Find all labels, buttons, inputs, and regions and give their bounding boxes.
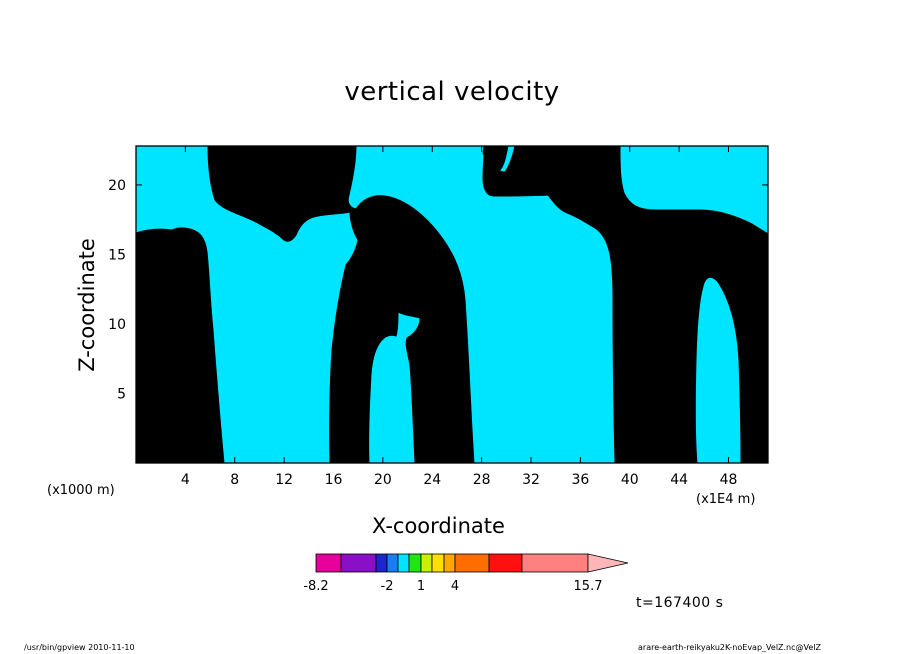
- colorbar-segment: [397, 553, 410, 573]
- y-axis-label: Z-coordinate: [75, 238, 99, 372]
- colorbar-label: 15.7: [573, 579, 603, 594]
- footer-file-info: arare-earth-reikyaku2K-noEvap_VelZ.nc@Ve…: [638, 643, 822, 652]
- colorbar: [315, 553, 629, 573]
- time-stamp: t=167400 s: [636, 595, 724, 611]
- x-axis: 4 8 12 16 20 24 28 32 36 40 44 48: [181, 146, 738, 488]
- plot-frame: [135, 145, 769, 464]
- x-tick-label: 24: [423, 472, 441, 488]
- y-tick-label: 10: [108, 317, 126, 333]
- chart-title: vertical velocity: [344, 77, 560, 107]
- colorbar-segment: [386, 553, 399, 573]
- colorbar-segment: [443, 553, 456, 573]
- footer-program-info: /usr/bin/gpview 2010-11-10: [24, 643, 135, 652]
- colorbar-segment: [488, 553, 523, 573]
- x-tick-label: 40: [621, 472, 639, 488]
- colorbar-label: -2: [380, 579, 394, 594]
- x-tick-label: 48: [720, 472, 738, 488]
- x-tick-label: 4: [181, 472, 190, 488]
- updraft-region-top: [207, 146, 475, 463]
- colorbar-arrow: [587, 553, 629, 573]
- colorbar-segment: [521, 553, 589, 573]
- updraft-region-right: [482, 146, 768, 463]
- colorbar-segment: [454, 553, 490, 573]
- colorbar-segment: [375, 553, 388, 573]
- y-tick-label: 15: [108, 247, 126, 263]
- y-tick-label: 5: [117, 386, 126, 402]
- x-tick-label: 8: [230, 472, 239, 488]
- x-tick-label: 16: [325, 472, 343, 488]
- colorbar-segment: [340, 553, 377, 573]
- x-tick-label: 12: [275, 472, 293, 488]
- x-tick-label: 32: [522, 472, 540, 488]
- colorbar-segment: [408, 553, 422, 573]
- colorbar-label: 4: [450, 579, 460, 594]
- y-tick-label: 20: [108, 178, 126, 194]
- x-tick-label: 44: [670, 472, 688, 488]
- colorbar-segment: [420, 553, 433, 573]
- colorbar-segment: [431, 553, 445, 573]
- contour-field: [136, 146, 768, 463]
- x-axis-unit-right: (x1E4 m): [696, 492, 756, 507]
- colorbar-label: -8.2: [303, 579, 329, 594]
- x-tick-label: 36: [571, 472, 589, 488]
- x-tick-label: 28: [473, 472, 491, 488]
- x-tick-label: 20: [374, 472, 392, 488]
- y-axis: 5 10 15 20: [108, 178, 768, 402]
- x-axis-unit-left: (x1000 m): [47, 483, 115, 498]
- x-axis-label: X-coordinate: [372, 514, 505, 538]
- updraft-region-left: [136, 227, 225, 463]
- colorbar-label: 1: [416, 579, 426, 594]
- colorbar-segment: [315, 553, 342, 573]
